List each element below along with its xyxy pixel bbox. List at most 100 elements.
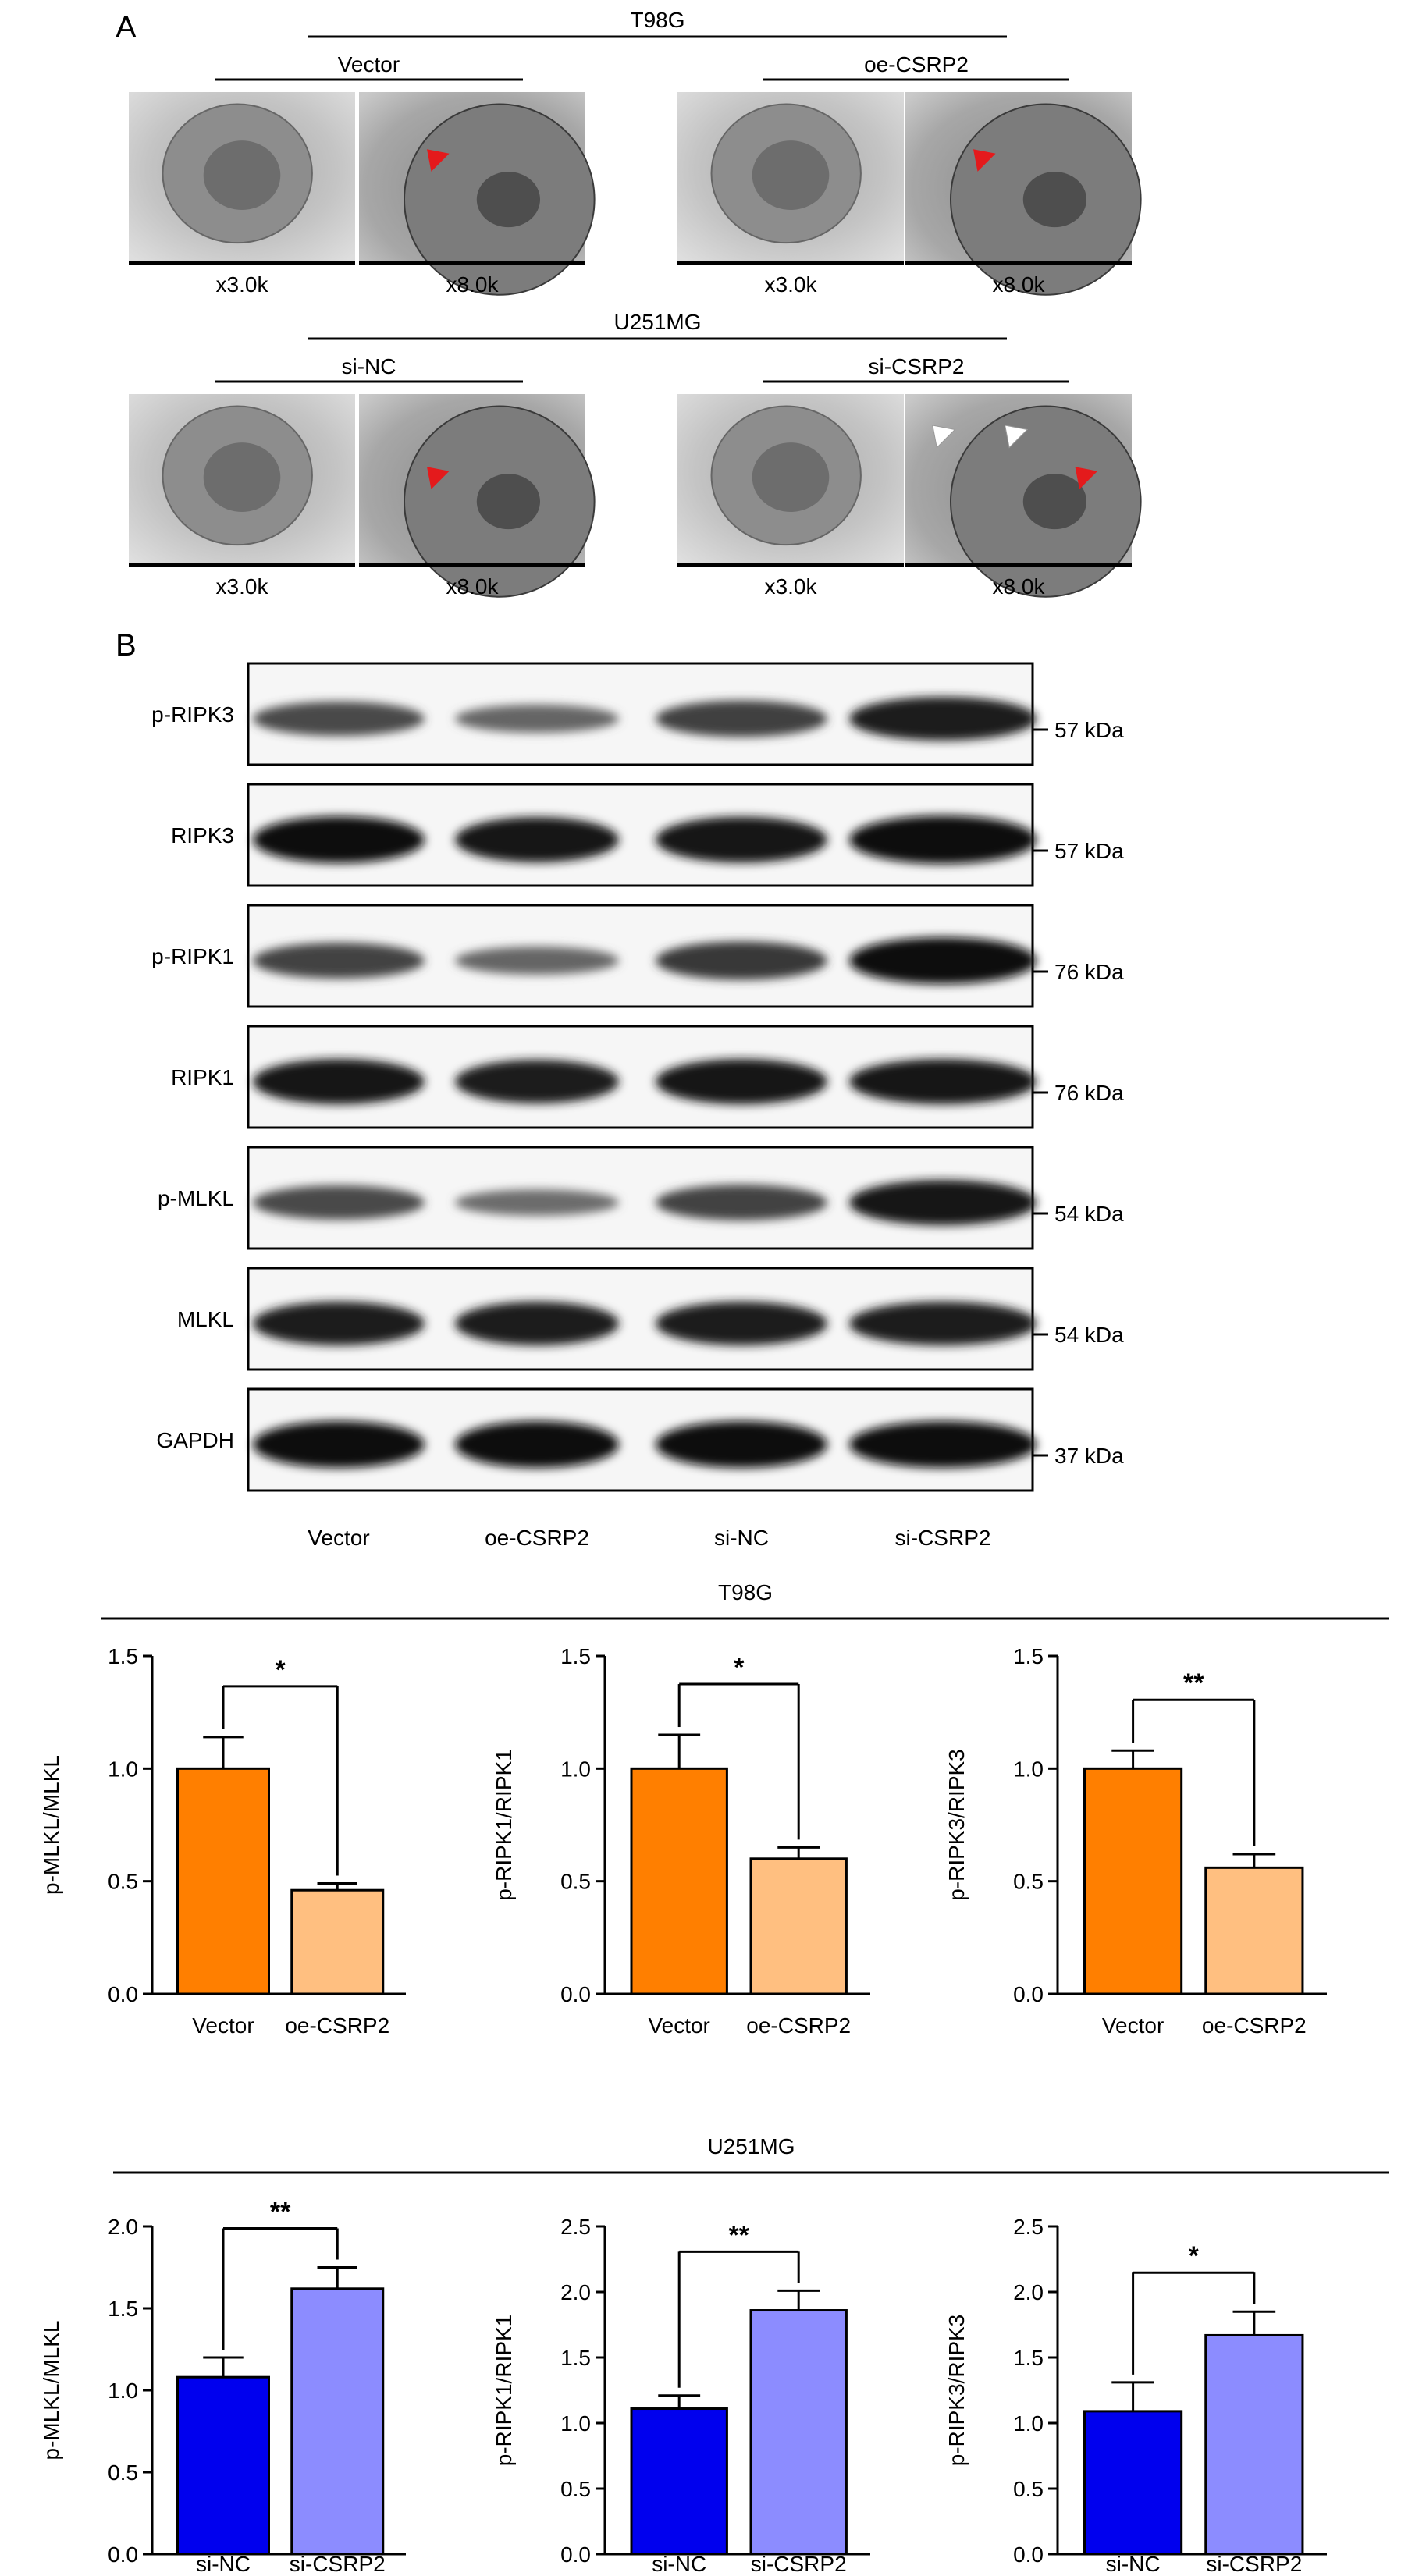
panel-a: A T98G Vector x3.0k x8.0k oe-CSRP2 x3.0k x8.0k U… — [116, 8, 1142, 599]
blot-protein-label: RIPK3 — [171, 823, 234, 847]
significance-marker: ** — [270, 2198, 291, 2227]
y-tick-label: 1.5 — [1013, 1644, 1044, 1668]
blot-band — [455, 1060, 619, 1103]
blot-band — [253, 1302, 425, 1345]
y-tick-label: 1.0 — [108, 1757, 138, 1781]
nucleus — [752, 442, 830, 512]
x-category-label: si-CSRP2 — [751, 2552, 847, 2576]
blot-band — [253, 702, 425, 736]
y-tick-label: 0.0 — [108, 1982, 138, 2006]
bar-chart: 0.0 0.5 1.0 1.5 p-MLKL/MLKL Vector oe-CSRP2 * — [39, 1644, 406, 2038]
blot-band — [656, 816, 827, 863]
group-title: U251MG — [707, 2134, 795, 2159]
bar — [749, 2309, 848, 2556]
x-category-label: si-CSRP2 — [1206, 2552, 1302, 2576]
lane-label: si-CSRP2 — [895, 1526, 991, 1550]
y-tick-label: 1.5 — [108, 2297, 138, 2321]
y-tick-label: 1.5 — [560, 1644, 591, 1668]
significance-marker: * — [276, 1655, 286, 1685]
magnification-label: x8.0k — [993, 272, 1046, 297]
em-image — [677, 92, 904, 265]
y-tick-label: 0.5 — [1013, 1870, 1044, 1894]
blot-band — [849, 1059, 1037, 1104]
y-axis-label: p-RIPK3/RIPK3 — [944, 2315, 969, 2467]
red-arrow-icon — [1075, 467, 1098, 489]
condition-label: si-CSRP2 — [869, 354, 965, 378]
cell-line-title: U251MG — [613, 310, 701, 334]
blot-row: p-RIPK1 76 kDa — [151, 904, 1124, 1008]
blot-band — [656, 700, 827, 737]
y-tick-label: 1.0 — [560, 1757, 591, 1781]
y-tick-label: 0.0 — [1013, 2542, 1044, 2567]
bar — [1204, 1866, 1304, 1995]
bar-chart: 0.0 0.5 1.0 1.5 p-RIPK1/RIPK1 Vector oe-CSRP2 * — [492, 1644, 870, 2038]
blot-band — [656, 1302, 827, 1345]
blot-band — [455, 1421, 619, 1468]
white-arrow-icon — [932, 425, 956, 449]
blot-row: RIPK3 57 kDa — [171, 783, 1124, 887]
x-category-label: si-CSRP2 — [290, 2552, 386, 2576]
em-image — [129, 394, 355, 567]
y-tick-label: 0.5 — [560, 2477, 591, 2501]
blot-band — [656, 1185, 827, 1220]
blot-protein-label: p-RIPK1 — [151, 944, 234, 968]
bar-charts: T98G 0.0 0.5 1.0 1.5 p-MLKL/MLKL Vector oe-CSRP… — [39, 1580, 1389, 2576]
blot-row: MLKL 54 kDa — [177, 1267, 1124, 1371]
bar — [749, 1857, 848, 1995]
em-image — [905, 92, 1142, 296]
em-image — [905, 394, 1142, 598]
nucleolus — [476, 474, 541, 530]
panel-b-label: B — [116, 628, 137, 663]
significance-marker: ** — [1183, 1668, 1204, 1698]
em-image — [359, 92, 596, 296]
blot-row: p-MLKL 54 kDa — [158, 1146, 1124, 1250]
blot-band — [253, 816, 425, 863]
y-tick-label: 1.0 — [1013, 2411, 1044, 2436]
blot-band — [656, 1059, 827, 1104]
blot-band — [455, 817, 619, 862]
y-tick-label: 1.5 — [1013, 2346, 1044, 2370]
magnification-label: x8.0k — [446, 574, 500, 599]
blot-band — [455, 705, 619, 733]
blot-protein-label: GAPDH — [156, 1428, 234, 1452]
scale-bar — [359, 563, 585, 567]
blot-mw-label: 37 kDa — [1054, 1444, 1124, 1468]
bar — [176, 2375, 270, 2556]
y-tick-label: 1.0 — [1013, 1757, 1044, 1781]
scale-bar — [129, 261, 355, 265]
y-axis-label: p-MLKL/MLKL — [39, 2321, 63, 2461]
blot-band — [849, 1421, 1037, 1468]
blot-band — [253, 1421, 425, 1468]
blot-band — [849, 937, 1037, 984]
bar-chart: 0.0 0.5 1.0 1.5 2.0 2.5 p-RIPK1/RIPK1 si-NC si-C… — [492, 2215, 870, 2576]
y-tick-label: 2.0 — [560, 2280, 591, 2304]
x-category-label: oe-CSRP2 — [1202, 2013, 1307, 2038]
blot-band — [253, 943, 425, 979]
lane-label: si-NC — [714, 1526, 769, 1550]
y-axis-label: p-RIPK1/RIPK1 — [492, 2315, 516, 2467]
magnification-label: x3.0k — [216, 272, 269, 297]
y-tick-label: 0.5 — [108, 1870, 138, 1894]
condition-label: oe-CSRP2 — [864, 52, 969, 76]
y-axis-label: p-RIPK3/RIPK3 — [944, 1749, 969, 1901]
blot-mw-label: 76 kDa — [1054, 960, 1124, 984]
blot-band — [455, 1189, 619, 1216]
scale-bar — [129, 563, 355, 567]
magnification-label: x3.0k — [216, 574, 269, 599]
x-category-label: si-NC — [652, 2552, 706, 2576]
blot-protein-label: RIPK1 — [171, 1065, 234, 1089]
bar — [290, 1888, 385, 1995]
x-category-label: oe-CSRP2 — [746, 2013, 851, 2038]
group-title: T98G — [718, 1580, 773, 1604]
y-tick-label: 1.5 — [108, 1644, 138, 1668]
y-tick-label: 0.0 — [560, 2542, 591, 2567]
nucleus — [203, 442, 281, 512]
significance-marker: * — [734, 1653, 745, 1682]
blot-band — [455, 1302, 619, 1345]
blot-band — [656, 941, 827, 980]
bar — [1083, 1767, 1183, 1995]
bar-chart: 0.0 0.5 1.0 1.5 p-RIPK3/RIPK3 Vector oe-CSRP2 *… — [944, 1644, 1327, 2038]
scale-bar — [677, 261, 904, 265]
bar — [1083, 2410, 1183, 2556]
